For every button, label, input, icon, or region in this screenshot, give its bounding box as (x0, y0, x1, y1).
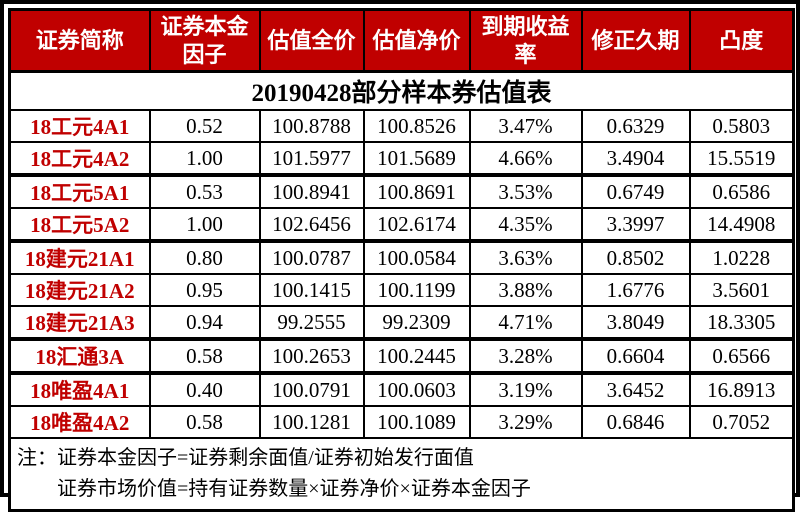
cell-principal-factor: 0.95 (148, 273, 261, 307)
cell-modified-duration: 1.6776 (580, 273, 691, 307)
table-row: 18工元4A1 0.52 100.8788 100.8526 3.47% 0.6… (8, 109, 795, 143)
column-header-net-price: 估值净价 (362, 8, 471, 73)
cell-net-price: 100.2445 (362, 338, 471, 375)
cell-principal-factor: 0.94 (148, 305, 261, 341)
cell-full-price: 101.5977 (258, 141, 365, 177)
cell-security-name: 18唯盈4A1 (8, 372, 151, 407)
footnotes: 注：证券本金因子=证券剩余面值/证券初始发行面值 证券市场价值=持有证券数量×证… (8, 437, 795, 512)
cell-ytm: 3.53% (468, 174, 583, 209)
cell-net-price: 100.1089 (362, 405, 471, 439)
cell-net-price: 100.0603 (362, 372, 471, 407)
table-row: 18汇通3A 0.58 100.2653 100.2445 3.28% 0.66… (8, 338, 795, 375)
cell-principal-factor: 0.40 (148, 372, 261, 407)
cell-modified-duration: 0.6846 (580, 405, 691, 439)
cell-principal-factor: 0.58 (148, 338, 261, 375)
cell-security-name: 18汇通3A (8, 338, 151, 375)
notes-row: 注：证券本金因子=证券剩余面值/证券初始发行面值 证券市场价值=持有证券数量×证… (8, 437, 795, 512)
cell-full-price: 99.2555 (258, 305, 365, 341)
cell-modified-duration: 0.8502 (580, 240, 691, 275)
cell-net-price: 100.0584 (362, 240, 471, 275)
cell-principal-factor: 0.58 (148, 405, 261, 439)
cell-security-name: 18建元21A2 (8, 273, 151, 307)
table-row: 18建元21A3 0.94 99.2555 99.2309 4.71% 3.80… (8, 305, 795, 341)
cell-modified-duration: 3.8049 (580, 305, 691, 341)
cell-ytm: 3.19% (468, 372, 583, 407)
cell-convexity: 14.4908 (688, 207, 795, 243)
column-header-ytm: 到期收益率 (468, 8, 583, 73)
table-row: 18唯盈4A1 0.40 100.0791 100.0603 3.19% 3.6… (8, 372, 795, 407)
cell-full-price: 100.0787 (258, 240, 365, 275)
cell-ytm: 3.88% (468, 273, 583, 307)
table-row: 18工元5A2 1.00 102.6456 102.6174 4.35% 3.3… (8, 207, 795, 243)
cell-security-name: 18建元21A1 (8, 240, 151, 275)
cell-net-price: 99.2309 (362, 305, 471, 341)
title-row: 20190428部分样本券估值表 (8, 70, 795, 111)
cell-principal-factor: 1.00 (148, 207, 261, 243)
cell-full-price: 100.1415 (258, 273, 365, 307)
table-row: 18建元21A2 0.95 100.1415 100.1199 3.88% 1.… (8, 273, 795, 307)
column-header-modified-duration: 修正久期 (580, 8, 691, 73)
column-header-principal-factor: 证券本金因子 (148, 8, 261, 73)
cell-full-price: 100.1281 (258, 405, 365, 439)
cell-ytm: 4.66% (468, 141, 583, 177)
cell-convexity: 15.5519 (688, 141, 795, 177)
cell-principal-factor: 1.00 (148, 141, 261, 177)
cell-security-name: 18建元21A3 (8, 305, 151, 341)
cell-full-price: 100.8788 (258, 109, 365, 143)
table-row: 18工元5A1 0.53 100.8941 100.8691 3.53% 0.6… (8, 174, 795, 209)
cell-security-name: 18工元4A2 (8, 141, 151, 177)
cell-modified-duration: 3.4904 (580, 141, 691, 177)
cell-net-price: 101.5689 (362, 141, 471, 177)
table-header-row: 证券简称 证券本金因子 估值全价 估值净价 到期收益率 修正久期 凸度 (8, 8, 795, 73)
cell-full-price: 100.2653 (258, 338, 365, 375)
column-header-full-price: 估值全价 (258, 8, 365, 73)
cell-convexity: 0.6586 (688, 174, 795, 209)
cell-full-price: 100.0791 (258, 372, 365, 407)
cell-ytm: 3.63% (468, 240, 583, 275)
cell-convexity: 0.7052 (688, 405, 795, 439)
cell-convexity: 1.0228 (688, 240, 795, 275)
cell-principal-factor: 0.80 (148, 240, 261, 275)
cell-modified-duration: 0.6329 (580, 109, 691, 143)
cell-ytm: 3.28% (468, 338, 583, 375)
cell-full-price: 102.6456 (258, 207, 365, 243)
cell-modified-duration: 3.6452 (580, 372, 691, 407)
cell-convexity: 18.3305 (688, 305, 795, 341)
table-body: 18工元4A1 0.52 100.8788 100.8526 3.47% 0.6… (8, 109, 795, 512)
cell-principal-factor: 0.52 (148, 109, 261, 143)
cell-security-name: 18工元4A1 (8, 109, 151, 143)
cell-net-price: 100.8691 (362, 174, 471, 209)
cell-security-name: 18唯盈4A2 (8, 405, 151, 439)
cell-principal-factor: 0.53 (148, 174, 261, 209)
note-line-1: 注：证券本金因子=证券剩余面值/证券初始发行面值 (17, 447, 474, 469)
note-line-2: 证券市场价值=持有证券数量×证券净价×证券本金因子 (57, 478, 531, 500)
cell-ytm: 4.71% (468, 305, 583, 341)
cell-modified-duration: 0.6749 (580, 174, 691, 209)
table-row: 18工元4A2 1.00 101.5977 101.5689 4.66% 3.4… (8, 141, 795, 177)
cell-convexity: 3.5601 (688, 273, 795, 307)
bond-valuation-table: 20190428部分样本券估值表 证券简称 证券本金因子 估值全价 估值净价 到… (8, 8, 795, 512)
cell-net-price: 102.6174 (362, 207, 471, 243)
cell-ytm: 3.29% (468, 405, 583, 439)
cell-net-price: 100.8526 (362, 109, 471, 143)
cell-convexity: 0.5803 (688, 109, 795, 143)
cell-security-name: 18工元5A2 (8, 207, 151, 243)
cell-convexity: 16.8913 (688, 372, 795, 407)
cell-full-price: 100.8941 (258, 174, 365, 209)
column-header-convexity: 凸度 (688, 8, 795, 73)
cell-net-price: 100.1199 (362, 273, 471, 307)
cell-modified-duration: 0.6604 (580, 338, 691, 375)
cell-modified-duration: 3.3997 (580, 207, 691, 243)
column-header-security-name: 证券简称 (8, 8, 151, 73)
table-row: 18建元21A1 0.80 100.0787 100.0584 3.63% 0.… (8, 240, 795, 275)
table-row: 18唯盈4A2 0.58 100.1281 100.1089 3.29% 0.6… (8, 405, 795, 439)
page-title: 20190428部分样本券估值表 (8, 70, 795, 111)
cell-ytm: 4.35% (468, 207, 583, 243)
cell-security-name: 18工元5A1 (8, 174, 151, 209)
cell-ytm: 3.47% (468, 109, 583, 143)
cell-convexity: 0.6566 (688, 338, 795, 375)
